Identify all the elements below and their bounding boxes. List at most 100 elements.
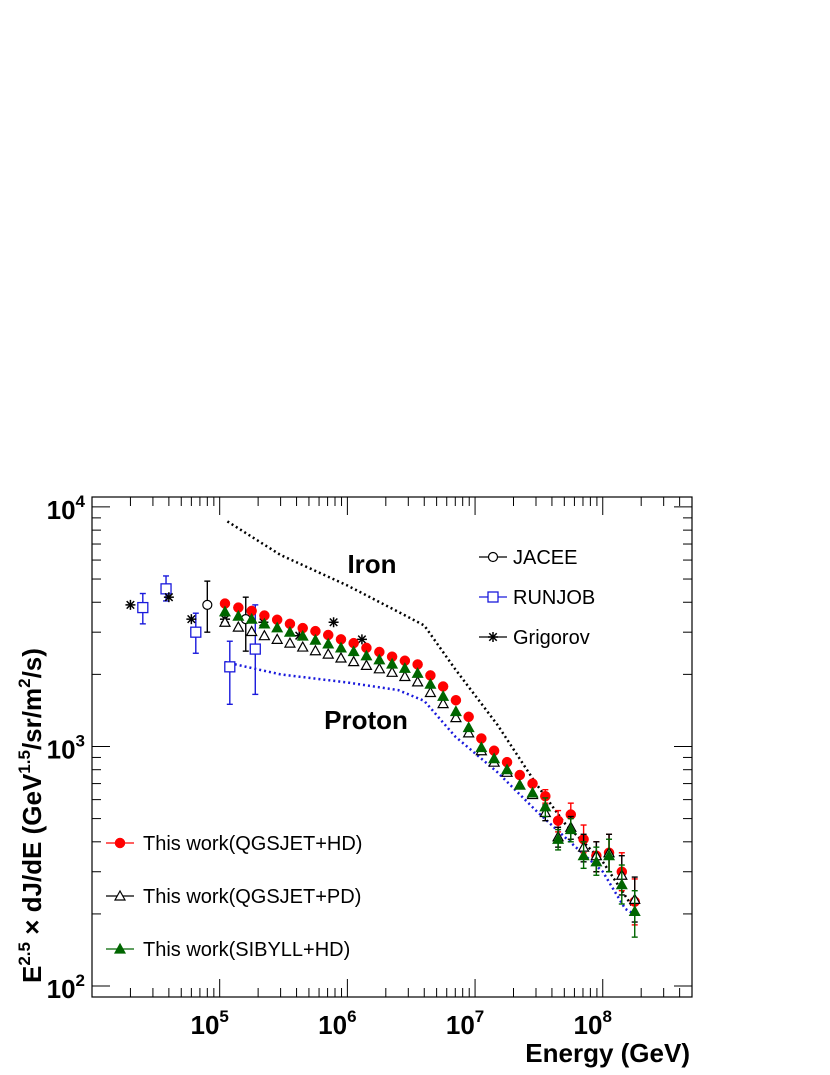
- data-point: [218, 605, 231, 617]
- legend-entry-jacee: JACEE: [479, 547, 577, 569]
- data-point: [202, 599, 213, 610]
- x-tick-label: 105: [190, 1007, 228, 1040]
- data-point: [386, 657, 399, 669]
- legend-label: Grigorov: [513, 627, 590, 649]
- data-point: [163, 592, 174, 603]
- data-point: [437, 681, 449, 692]
- legend-label: This work(QGSJET+HD): [143, 833, 362, 855]
- legend-marker: [113, 889, 127, 901]
- data-point: [411, 675, 424, 687]
- data-point: [552, 833, 565, 844]
- data-point: [424, 677, 437, 689]
- data-point: [373, 653, 386, 665]
- legend-label: This work(QGSJET+PD): [143, 886, 361, 908]
- x-tick-labels: 105 106 107 108: [190, 1007, 611, 1040]
- x-tick-label: 106: [318, 1007, 356, 1040]
- y-tick-label: 104: [47, 492, 86, 525]
- data-point: [449, 705, 462, 717]
- data-point: [463, 711, 474, 723]
- series-this-work-qgsjet-pd: [218, 616, 641, 923]
- legend-marker: [487, 551, 499, 563]
- legend-label: This work(SIBYLL+HD): [143, 939, 350, 961]
- data-point: [424, 686, 437, 698]
- data-point: [539, 800, 552, 812]
- data-point: [258, 629, 271, 641]
- data-point: [334, 641, 347, 653]
- axis-ticks: [91, 497, 693, 998]
- data-point: [296, 629, 309, 641]
- data-point: [462, 726, 475, 738]
- series-this-work-sibyll-hd: [218, 605, 641, 938]
- data-point: [488, 752, 501, 764]
- legend-label: JACEE: [513, 547, 577, 569]
- data-point: [411, 667, 424, 678]
- legend-marker: [114, 837, 126, 849]
- data-point: [125, 599, 136, 610]
- data-point: [322, 637, 335, 649]
- legend-entry-this-work-sibyll-hd: This work(SIBYLL+HD): [106, 939, 350, 961]
- iron-model-line: [226, 520, 634, 908]
- data-point: [347, 655, 360, 667]
- data-point: [360, 649, 373, 661]
- data-point: [475, 741, 488, 753]
- data-point: [224, 661, 236, 673]
- data-point: [450, 694, 462, 706]
- data-point: [437, 697, 450, 709]
- data-point: [386, 666, 399, 677]
- proton-model-line: [224, 660, 635, 915]
- data-point: [190, 626, 202, 638]
- data-point: [564, 823, 577, 835]
- legend-bottom: This work(QGSJET+HD) This work(QGSJET+PD)…: [106, 833, 362, 961]
- data-point: [218, 616, 231, 627]
- data-point: [628, 905, 641, 916]
- data-point: [356, 634, 367, 645]
- data-point: [309, 633, 322, 645]
- data-point: [590, 855, 603, 867]
- data-point: [577, 849, 590, 861]
- data-point: [283, 636, 296, 648]
- annotation-iron: Iron: [347, 549, 396, 579]
- legend-entry-this-work-qgsjet-pd: This work(QGSJET+PD): [106, 886, 361, 908]
- data-point: [245, 625, 258, 637]
- data-point: [398, 662, 411, 673]
- data-point: [283, 625, 296, 637]
- model-lines: [224, 520, 635, 915]
- legend-marker: [488, 632, 498, 642]
- x-tick-label: 108: [574, 1007, 612, 1040]
- data-point: [449, 711, 462, 723]
- data-point: [258, 617, 271, 629]
- data-point: [309, 644, 322, 656]
- data-point: [271, 633, 284, 644]
- data-point: [322, 647, 335, 659]
- data-point: [296, 640, 309, 652]
- data-point: [462, 721, 475, 733]
- y-tick-labels: 102 103 104: [47, 492, 86, 1004]
- data-point: [513, 778, 526, 790]
- data-point: [137, 601, 149, 614]
- series-runjob: [137, 575, 261, 705]
- data-point: [437, 690, 450, 701]
- data-point: [186, 614, 197, 625]
- data-point: [232, 609, 245, 621]
- data-point: [526, 786, 539, 798]
- plot-frame: [91, 496, 693, 998]
- data-point: [232, 620, 245, 632]
- data-point: [398, 670, 411, 682]
- data-point: [271, 621, 284, 633]
- data-point: [249, 643, 261, 655]
- legend-top: JACEE RUNJOB Grigorov: [479, 547, 595, 649]
- data-point: [245, 612, 258, 624]
- y-tick-label: 102: [47, 971, 85, 1004]
- legend-entry-grigorov: Grigorov: [479, 627, 590, 649]
- data-point: [552, 815, 564, 826]
- x-tick-label: 107: [446, 1007, 484, 1040]
- y-axis-title: E2.5 × dJ/dE (GeV1.5/sr/m2/s): [15, 648, 47, 983]
- legend-marker: [113, 942, 127, 954]
- legend-marker: [487, 591, 499, 603]
- data-point: [501, 763, 514, 775]
- x-axis-title: Energy (GeV): [525, 1038, 690, 1068]
- data-point: [373, 662, 386, 674]
- data-point: [347, 645, 360, 657]
- data-point: [603, 849, 616, 861]
